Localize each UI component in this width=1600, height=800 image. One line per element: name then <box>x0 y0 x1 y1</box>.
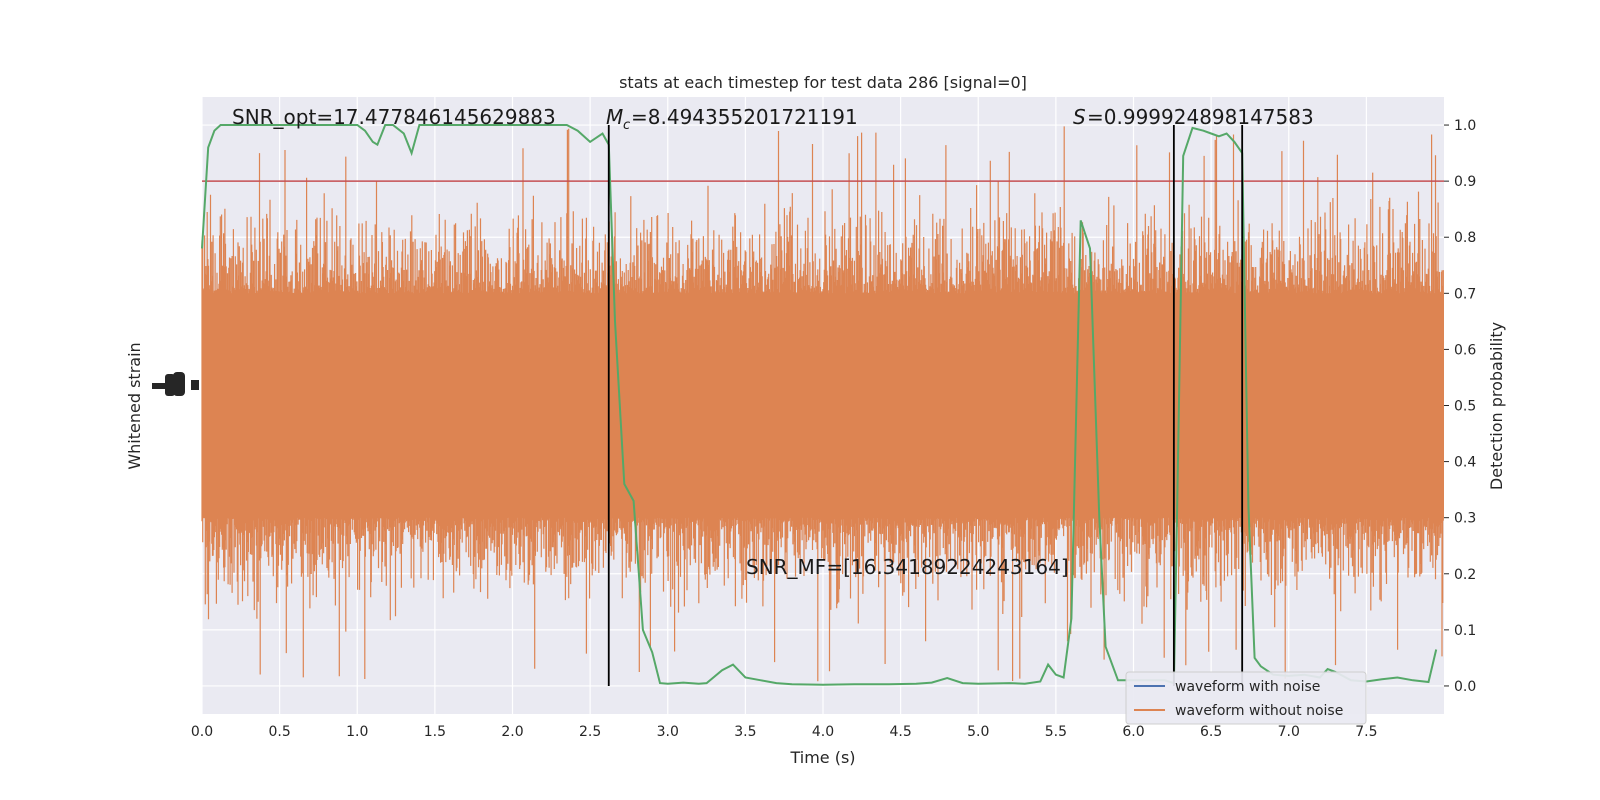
snr-opt-annotation: SNR_opt=17.477846145629883 <box>232 105 556 129</box>
noise-band <box>201 126 1444 682</box>
x-axis-label: Time (s) <box>789 748 855 767</box>
x-tick-label: 6.5 <box>1200 724 1222 740</box>
x-tick-label: 7.5 <box>1355 724 1377 740</box>
y-tick-label: 0.0 <box>1454 679 1476 695</box>
x-tick-label: 4.5 <box>889 724 911 740</box>
x-tick-label: 5.0 <box>967 724 989 740</box>
legend-label-with-noise: waveform with noise <box>1175 679 1320 695</box>
svg-text:c: c <box>623 118 630 133</box>
legend: waveform with noise waveform without noi… <box>1125 671 1367 725</box>
y-tick-label: 0.2 <box>1454 567 1476 583</box>
y-tick-label: 0.8 <box>1454 230 1476 246</box>
x-tick-label: 3.0 <box>657 724 679 740</box>
y-tick-label: 0.1 <box>1454 623 1476 639</box>
snr-mf-annotation: SNR_MF=[16.34189224243164] <box>746 555 1069 579</box>
y-tick-label: 0.4 <box>1454 455 1476 471</box>
x-tick-label: 7.0 <box>1278 724 1300 740</box>
s-annotation: S =0.999924898147583 <box>1073 105 1314 129</box>
s-annotation-value: =0.999924898147583 <box>1087 105 1314 129</box>
mc-annotation-value: =8.494355201721191 <box>631 105 858 129</box>
probability-series <box>201 124 1438 686</box>
y-tick-label: 0.3 <box>1454 511 1476 527</box>
x-tick-label: 1.0 <box>346 724 368 740</box>
x-tick-label: 3.5 <box>734 724 756 740</box>
left-axis-tick-clutter <box>152 372 199 396</box>
y-tick-label: 0.5 <box>1454 399 1476 415</box>
x-tick-label: 6.0 <box>1122 724 1144 740</box>
y-tick-label: 0.9 <box>1454 174 1476 190</box>
y-right-tick-labels: 0.0 0.1 0.2 0.3 0.4 0.5 0.6 0.7 0.8 0.9 1.0 <box>1444 118 1476 695</box>
x-tick-label: 2.5 <box>579 724 601 740</box>
x-tick-label: 0.0 <box>191 724 213 740</box>
chart-title: stats at each timestep for test data 286… <box>619 73 1027 92</box>
x-tick-label: 2.0 <box>501 724 523 740</box>
vertical-markers <box>607 125 1244 686</box>
svg-text:S: S <box>1073 105 1086 129</box>
y-left-axis-label: Whitened strain <box>125 342 144 469</box>
y-tick-label: 1.0 <box>1454 118 1476 134</box>
mc-annotation: M c =8.494355201721191 <box>606 105 858 133</box>
y-right-axis-label: Detection probability <box>1487 322 1506 490</box>
x-tick-labels: 0.0 0.5 1.0 1.5 2.0 2.5 3.0 3.5 4.0 4.5 5.0 5.5 6.0 6… <box>191 724 1378 740</box>
x-tick-label: 5.5 <box>1045 724 1067 740</box>
x-tick-label: 1.5 <box>424 724 446 740</box>
x-tick-label: 0.5 <box>268 724 290 740</box>
noise-spikes <box>201 126 1444 682</box>
y-tick-label: 0.7 <box>1454 286 1476 302</box>
y-tick-label: 0.6 <box>1454 342 1476 358</box>
probability-line <box>201 124 1438 686</box>
x-tick-label: 4.0 <box>812 724 834 740</box>
svg-text:M: M <box>606 105 623 129</box>
legend-label-without-noise: waveform without noise <box>1175 703 1343 719</box>
